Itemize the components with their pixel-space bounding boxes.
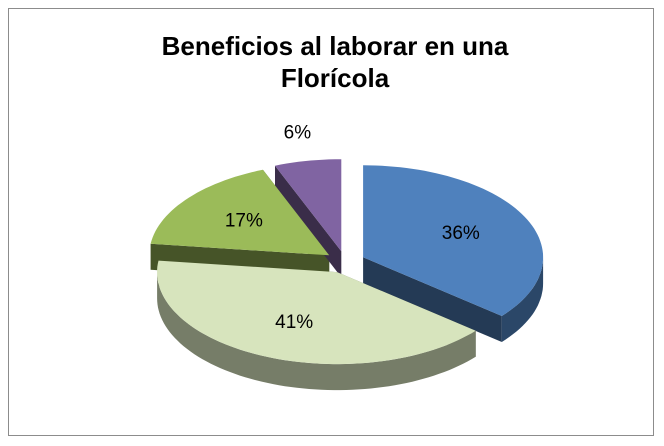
slice: [150, 169, 330, 256]
slice: [363, 165, 544, 316]
slice-side: [363, 257, 502, 342]
data-label: 6%: [284, 123, 312, 144]
slice: [157, 260, 476, 365]
slice-side: [275, 165, 342, 278]
slice-wall: [157, 272, 476, 391]
slice-wall: [501, 257, 544, 342]
data-label: 17%: [225, 210, 263, 231]
data-label: 41%: [275, 312, 313, 333]
chart-title: Beneficios al laborar en una Florícola: [161, 31, 509, 93]
data-label: 36%: [442, 223, 480, 244]
slice: [275, 159, 342, 252]
